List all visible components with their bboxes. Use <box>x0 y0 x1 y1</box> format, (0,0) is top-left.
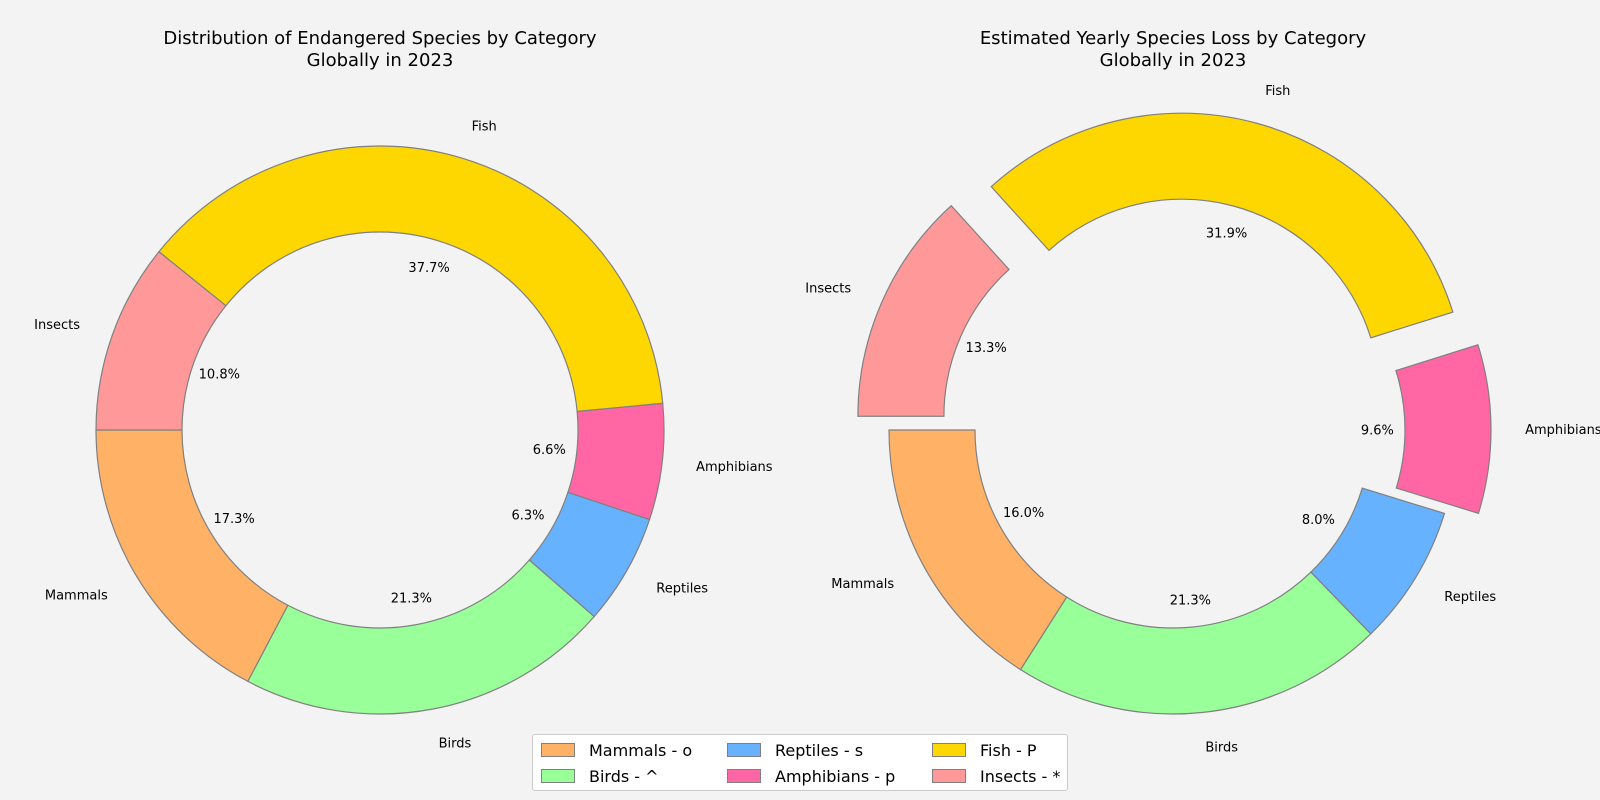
category-label: Reptiles <box>656 582 708 597</box>
wedge-mammals <box>888 429 1068 671</box>
percent-label: 6.6% <box>533 443 566 458</box>
category-label: Mammals <box>831 577 894 592</box>
percent-label: 13.3% <box>965 341 1006 356</box>
percent-label: 10.8% <box>199 367 240 382</box>
legend-swatch <box>727 769 761 783</box>
category-label: Mammals <box>45 588 108 603</box>
legend-swatch <box>932 743 966 757</box>
legend: Mammals - o Reptiles - s Fish - P Birds … <box>532 734 1068 791</box>
donut-chart: Distribution of Endangered Species by Ca… <box>34 28 773 752</box>
legend-swatch <box>727 743 761 757</box>
percent-label: 16.0% <box>1003 506 1044 521</box>
donut-chart: Estimated Yearly Species Loss by Categor… <box>805 28 1600 755</box>
percent-label: 9.6% <box>1361 423 1394 438</box>
category-label: Fish <box>472 119 497 134</box>
category-label: Insects <box>805 281 851 296</box>
category-label: Amphibians <box>1525 423 1600 438</box>
legend-item: Reptiles - s <box>727 737 932 763</box>
wedge-amphibians <box>1395 344 1492 515</box>
legend-item: Birds - ^ <box>541 763 727 789</box>
legend-swatch <box>541 769 575 783</box>
category-label: Birds <box>1205 740 1238 755</box>
legend-item: Amphibians - p <box>727 763 932 789</box>
legend-label: Mammals - o <box>589 740 693 760</box>
wedge-insects <box>95 250 227 431</box>
wedge-reptiles <box>1310 487 1446 635</box>
legend-label: Fish - P <box>980 740 1037 760</box>
legend-item: Fish - P <box>932 737 1062 763</box>
percent-label: 37.7% <box>408 261 449 276</box>
percent-label: 6.3% <box>511 508 544 523</box>
percent-label: 8.0% <box>1302 513 1335 528</box>
legend-label: Amphibians - p <box>775 766 896 786</box>
wedge-fish <box>990 112 1454 339</box>
wedge-mammals <box>95 429 289 683</box>
category-label: Insects <box>34 318 80 333</box>
percent-label: 21.3% <box>1170 594 1211 609</box>
category-label: Fish <box>1265 84 1290 99</box>
wedge-fish <box>158 145 664 413</box>
percent-label: 21.3% <box>391 591 432 606</box>
legend-label: Reptiles - s <box>775 740 864 760</box>
percent-label: 31.9% <box>1206 227 1247 242</box>
wedge-insects <box>857 204 1010 417</box>
wedge-birds <box>247 559 596 715</box>
percent-label: 17.3% <box>213 512 254 527</box>
category-label: Reptiles <box>1444 590 1496 605</box>
category-label: Amphibians <box>696 460 773 475</box>
category-label: Birds <box>439 737 472 752</box>
legend-swatch <box>541 743 575 757</box>
chart-title: Distribution of Endangered Species by Ca… <box>163 28 597 71</box>
wedge-birds <box>1019 571 1372 715</box>
legend-label: Birds - ^ <box>589 766 659 786</box>
chart-title: Estimated Yearly Species Loss by Categor… <box>980 28 1367 71</box>
legend-item: Insects - * <box>932 763 1062 789</box>
legend-label: Insects - * <box>980 766 1061 786</box>
legend-item: Mammals - o <box>541 737 727 763</box>
legend-swatch <box>932 769 966 783</box>
